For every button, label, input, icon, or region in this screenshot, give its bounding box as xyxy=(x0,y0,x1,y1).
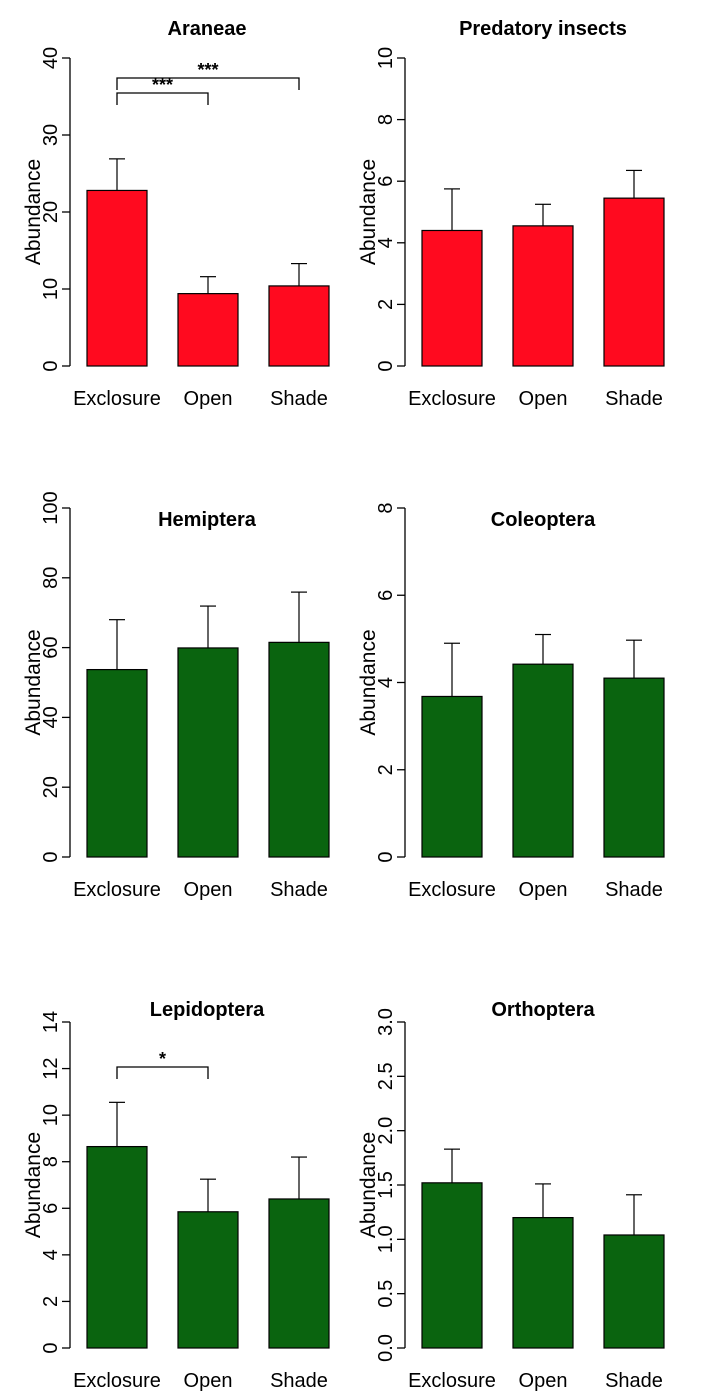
y-tick-label: 2 xyxy=(375,764,397,775)
y-tick-label: 0 xyxy=(40,360,62,371)
significance-bracket xyxy=(116,77,300,90)
y-tick-label: 30 xyxy=(40,124,62,146)
category-label: Open xyxy=(519,388,568,410)
y-tick-label: 4 xyxy=(375,677,397,688)
panel-title: Predatory insects xyxy=(459,18,627,40)
bar-shade xyxy=(603,197,665,367)
y-tick-label: 100 xyxy=(40,491,62,524)
y-tick-label: 12 xyxy=(40,1057,62,1079)
category-label: Shade xyxy=(605,388,663,410)
y-tick-label: 10 xyxy=(40,1104,62,1126)
y-tick-label: 6 xyxy=(375,176,397,187)
y-tick-label: 2.0 xyxy=(375,1117,397,1145)
bar-exclosure xyxy=(421,1182,483,1349)
y-tick-label: 2 xyxy=(40,1296,62,1307)
bar-shade xyxy=(603,677,665,858)
y-tick-label: 0.5 xyxy=(375,1280,397,1308)
panel-coleoptera: Coleoptera 0 2 4 6 8 Abundance Exclosure Open Sha… xyxy=(357,502,665,901)
panel-orthoptera: Orthoptera 0.0 0.5 1.0 1.5 2.0 2.5 3.0 Abundance… xyxy=(357,999,665,1392)
panel-title: Hemiptera xyxy=(158,509,257,531)
bar-open xyxy=(512,225,574,367)
y-tick-label: 10 xyxy=(40,278,62,300)
significance-bracket xyxy=(116,1066,209,1079)
y-tick-label: 0 xyxy=(375,360,397,371)
bar-shade xyxy=(603,1234,665,1349)
category-label: Open xyxy=(184,388,233,410)
category-label: Exclosure xyxy=(73,388,161,410)
category-label: Exclosure xyxy=(408,879,496,901)
category-label: Shade xyxy=(270,1370,328,1392)
y-tick-label: 8 xyxy=(375,502,397,513)
category-label: Exclosure xyxy=(408,388,496,410)
bar-open xyxy=(512,663,574,858)
bar-exclosure xyxy=(86,1145,148,1349)
bar-shade xyxy=(268,285,330,367)
significance-bracket xyxy=(116,92,209,105)
category-label: Shade xyxy=(605,1370,663,1392)
y-tick-label: 60 xyxy=(40,636,62,658)
bar-open xyxy=(177,293,239,367)
panel-title: Araneae xyxy=(168,18,247,40)
panel-title: Orthoptera xyxy=(491,999,595,1021)
y-tick-label: 2.5 xyxy=(375,1062,397,1090)
bar-exclosure xyxy=(86,189,148,367)
bar-open xyxy=(177,647,239,858)
y-tick-label: 1.5 xyxy=(375,1171,397,1199)
y-tick-label: 14 xyxy=(40,1011,62,1033)
y-tick-label: 40 xyxy=(40,706,62,728)
y-tick-label: 10 xyxy=(375,47,397,69)
category-label: Open xyxy=(184,1370,233,1392)
bar-exclosure xyxy=(86,668,148,858)
y-tick-label: 8 xyxy=(375,114,397,125)
bar-open xyxy=(177,1211,239,1349)
y-tick-label: 80 xyxy=(40,567,62,589)
y-axis-label: Abundance xyxy=(357,629,380,735)
y-tick-label: 0.0 xyxy=(375,1334,397,1362)
panel-lepidoptera: Lepidoptera 0 2 4 6 8 10 12 14 Abundance Exclosure… xyxy=(22,999,330,1392)
bar-open xyxy=(512,1216,574,1349)
category-label: Exclosure xyxy=(73,1370,161,1392)
y-tick-label: 6 xyxy=(375,590,397,601)
y-axis-label: Abundance xyxy=(22,159,45,265)
category-label: Exclosure xyxy=(408,1370,496,1392)
y-tick-label: 4 xyxy=(40,1249,62,1260)
y-tick-label: 0 xyxy=(40,1342,62,1353)
category-label: Open xyxy=(519,879,568,901)
y-axis-label: Abundance xyxy=(22,629,45,735)
category-label: Exclosure xyxy=(73,879,161,901)
category-label: Shade xyxy=(270,388,328,410)
y-axis-label: Abundance xyxy=(357,159,380,265)
category-label: Open xyxy=(184,879,233,901)
panel-araneae: Araneae 0 10 20 30 40 Abundance Exclosure Open Sh… xyxy=(22,18,330,410)
panel-predatory-insects: Predatory insects 0 2 4 6 8 10 Abundance Exclosu… xyxy=(357,18,665,410)
bar-exclosure xyxy=(421,229,483,367)
significance-label: *** xyxy=(152,75,173,95)
panel-title: Coleoptera xyxy=(491,509,596,531)
significance-label: *** xyxy=(197,60,218,80)
significance-label: * xyxy=(159,1049,166,1069)
y-axis-label: Abundance xyxy=(357,1132,380,1238)
category-label: Open xyxy=(519,1370,568,1392)
category-label: Shade xyxy=(605,879,663,901)
y-tick-label: 3.0 xyxy=(375,1008,397,1036)
y-axis-label: Abundance xyxy=(22,1132,45,1238)
y-tick-label: 40 xyxy=(40,47,62,69)
bar-shade xyxy=(268,1198,330,1349)
y-tick-label: 8 xyxy=(40,1156,62,1167)
bar-exclosure xyxy=(421,695,483,858)
y-tick-label: 6 xyxy=(40,1203,62,1214)
y-tick-label: 20 xyxy=(40,776,62,798)
panel-hemiptera: Hemiptera 0 20 40 60 80 100 Abundance Exclosure O… xyxy=(22,491,330,901)
y-tick-label: 0 xyxy=(40,851,62,862)
category-label: Shade xyxy=(270,879,328,901)
bar-shade xyxy=(268,641,330,858)
y-tick-label: 1.0 xyxy=(375,1225,397,1253)
y-tick-label: 20 xyxy=(40,201,62,223)
y-tick-label: 2 xyxy=(375,299,397,310)
y-tick-label: 0 xyxy=(375,851,397,862)
panel-title: Lepidoptera xyxy=(150,999,265,1021)
y-tick-label: 4 xyxy=(375,237,397,248)
